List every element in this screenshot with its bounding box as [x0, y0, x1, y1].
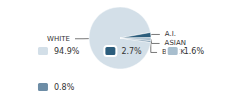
svg-text:0.8%: 0.8% [54, 83, 75, 92]
svg-text:ASIAN: ASIAN [164, 39, 186, 48]
svg-text:A.I.: A.I. [165, 30, 176, 38]
svg-text:94.9%: 94.9% [54, 47, 80, 56]
svg-text:WHITE: WHITE [47, 35, 70, 43]
svg-text:BLACK: BLACK [162, 48, 186, 57]
svg-text:1.6%: 1.6% [184, 47, 205, 56]
svg-text:2.7%: 2.7% [121, 47, 142, 56]
